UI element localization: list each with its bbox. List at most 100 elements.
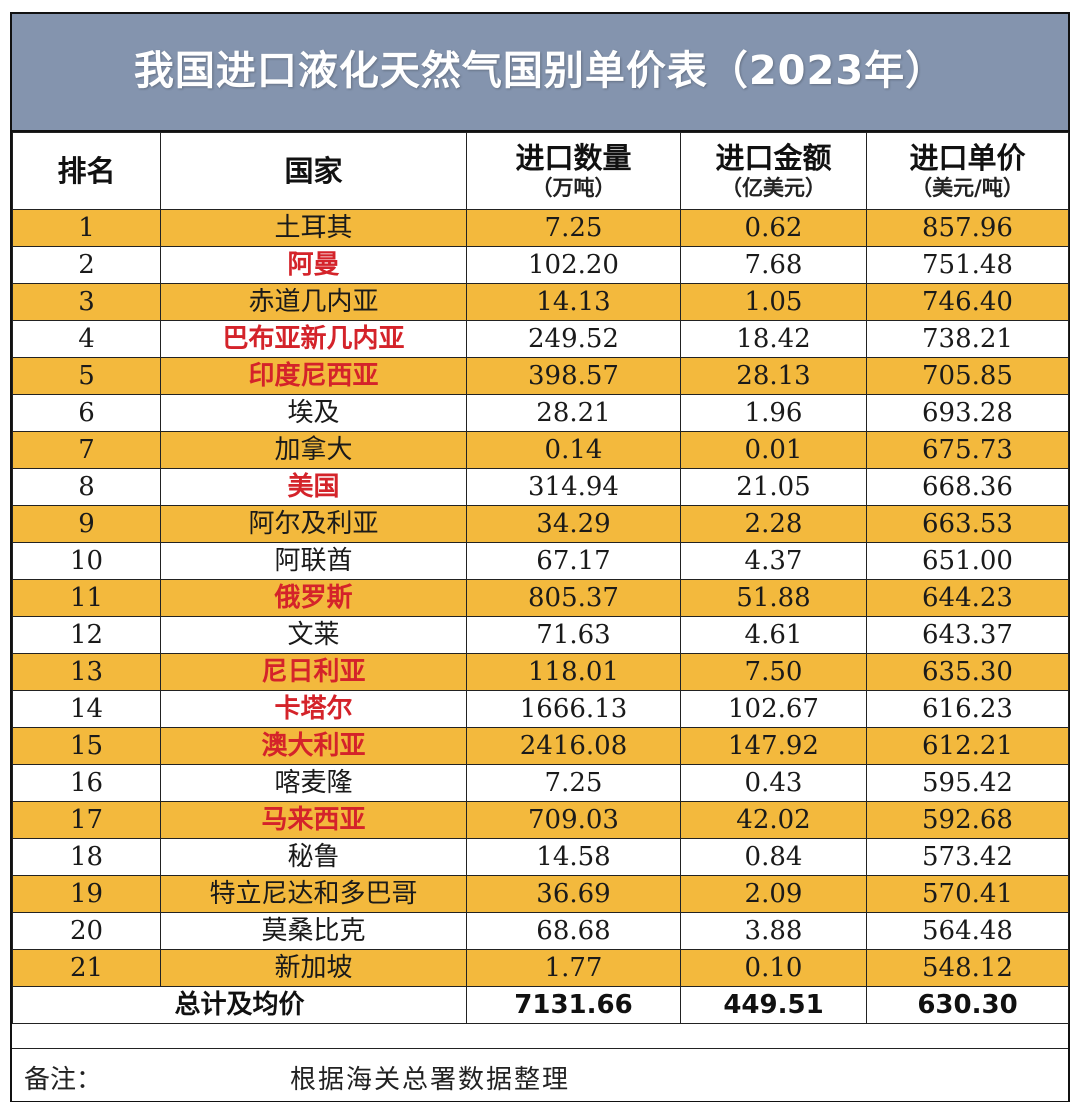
note-row: 备注： 根据海关总署数据整理 [12,1048,1068,1101]
rank-cell: 20 [12,912,161,950]
total-row: 总计及均价 7131.66 449.51 630.30 [12,986,1069,1024]
country-cell: 秘鲁 [160,838,467,876]
amount-cell: 2.09 [680,875,867,913]
country-cell: 文莱 [160,616,467,654]
header-rank: 排名 [12,132,161,210]
table-row: 8 美国 314.94 21.05 668.36 [12,468,1069,506]
country-cell: 新加坡 [160,949,467,987]
table-row: 16 喀麦隆 7.25 0.43 595.42 [12,764,1069,802]
quantity-cell: 102.20 [466,246,681,284]
quantity-cell: 7.25 [466,209,681,247]
rank-cell: 13 [12,653,161,691]
amount-cell: 0.84 [680,838,867,876]
amount-cell: 1.05 [680,283,867,321]
price-cell: 643.37 [866,616,1069,654]
header-price: 进口单价 （美元/吨） [866,132,1069,210]
lng-price-table: 排名 国家 进口数量 （万吨） 进口金额 （亿美元） 进口单价 （美元/吨） [12,132,1069,1024]
quantity-cell: 249.52 [466,320,681,358]
amount-cell: 7.50 [680,653,867,691]
country-cell: 阿曼 [160,246,467,284]
country-cell: 莫桑比克 [160,912,467,950]
country-cell: 卡塔尔 [160,690,467,728]
rank-cell: 10 [12,542,161,580]
header-amount-unit: （亿美元） [721,175,826,200]
amount-cell: 21.05 [680,468,867,506]
quantity-cell: 71.63 [466,616,681,654]
rank-cell: 18 [12,838,161,876]
price-cell: 857.96 [866,209,1069,247]
amount-cell: 18.42 [680,320,867,358]
quantity-cell: 34.29 [466,505,681,543]
total-quantity: 7131.66 [466,986,681,1024]
price-cell: 612.21 [866,727,1069,765]
quantity-cell: 0.14 [466,431,681,469]
header-rank-label: 排名 [57,154,116,188]
country-cell: 俄罗斯 [160,579,467,617]
price-cell: 693.28 [866,394,1069,432]
header-country-label: 国家 [284,154,343,188]
quantity-cell: 314.94 [466,468,681,506]
note-label: 备注： [24,1065,103,1095]
table-row: 17 马来西亚 709.03 42.02 592.68 [12,801,1069,839]
amount-cell: 0.10 [680,949,867,987]
table-row: 6 埃及 28.21 1.96 693.28 [12,394,1069,432]
amount-cell: 4.37 [680,542,867,580]
table-row: 12 文莱 71.63 4.61 643.37 [12,616,1069,654]
table-row: 7 加拿大 0.14 0.01 675.73 [12,431,1069,469]
quantity-cell: 68.68 [466,912,681,950]
table-row: 5 印度尼西亚 398.57 28.13 705.85 [12,357,1069,395]
table-row: 9 阿尔及利亚 34.29 2.28 663.53 [12,505,1069,543]
price-cell: 592.68 [866,801,1069,839]
country-cell: 阿尔及利亚 [160,505,467,543]
table-title: 我国进口液化天然气国别单价表（2023年） [133,48,947,94]
quantity-cell: 709.03 [466,801,681,839]
price-cell: 564.48 [866,912,1069,950]
rank-cell: 6 [12,394,161,432]
quantity-cell: 1666.13 [466,690,681,728]
amount-cell: 0.01 [680,431,867,469]
country-cell: 尼日利亚 [160,653,467,691]
country-cell: 阿联酋 [160,542,467,580]
rank-cell: 14 [12,690,161,728]
table-row: 4 巴布亚新几内亚 249.52 18.42 738.21 [12,320,1069,358]
header-price-label: 进口单价 [909,141,1026,175]
total-price: 630.30 [866,986,1069,1024]
rank-cell: 1 [12,209,161,247]
header-quantity-label: 进口数量 [515,141,632,175]
price-cell: 651.00 [866,542,1069,580]
table-row: 15 澳大利亚 2416.08 147.92 612.21 [12,727,1069,765]
quantity-cell: 7.25 [466,764,681,802]
country-cell: 特立尼达和多巴哥 [160,875,467,913]
quantity-cell: 28.21 [466,394,681,432]
price-cell: 746.40 [866,283,1069,321]
country-cell: 马来西亚 [160,801,467,839]
amount-cell: 28.13 [680,357,867,395]
price-cell: 675.73 [866,431,1069,469]
amount-cell: 0.62 [680,209,867,247]
quantity-cell: 14.58 [466,838,681,876]
country-cell: 美国 [160,468,467,506]
rank-cell: 17 [12,801,161,839]
amount-cell: 2.28 [680,505,867,543]
rank-cell: 3 [12,283,161,321]
table-row: 10 阿联酋 67.17 4.37 651.00 [12,542,1069,580]
quantity-cell: 1.77 [466,949,681,987]
rank-cell: 21 [12,949,161,987]
header-row: 排名 国家 进口数量 （万吨） 进口金额 （亿美元） 进口单价 （美元/吨） [12,132,1069,210]
header-amount: 进口金额 （亿美元） [680,132,867,210]
amount-cell: 7.68 [680,246,867,284]
table-row: 21 新加坡 1.77 0.10 548.12 [12,949,1069,987]
table-row: 11 俄罗斯 805.37 51.88 644.23 [12,579,1069,617]
country-cell: 喀麦隆 [160,764,467,802]
rank-cell: 11 [12,579,161,617]
header-amount-label: 进口金额 [715,141,832,175]
country-cell: 埃及 [160,394,467,432]
price-cell: 751.48 [866,246,1069,284]
header-quantity-unit: （万吨） [531,175,616,200]
amount-cell: 3.88 [680,912,867,950]
price-cell: 616.23 [866,690,1069,728]
rank-cell: 8 [12,468,161,506]
table-row: 14 卡塔尔 1666.13 102.67 616.23 [12,690,1069,728]
table-row: 20 莫桑比克 68.68 3.88 564.48 [12,912,1069,950]
price-cell: 573.42 [866,838,1069,876]
